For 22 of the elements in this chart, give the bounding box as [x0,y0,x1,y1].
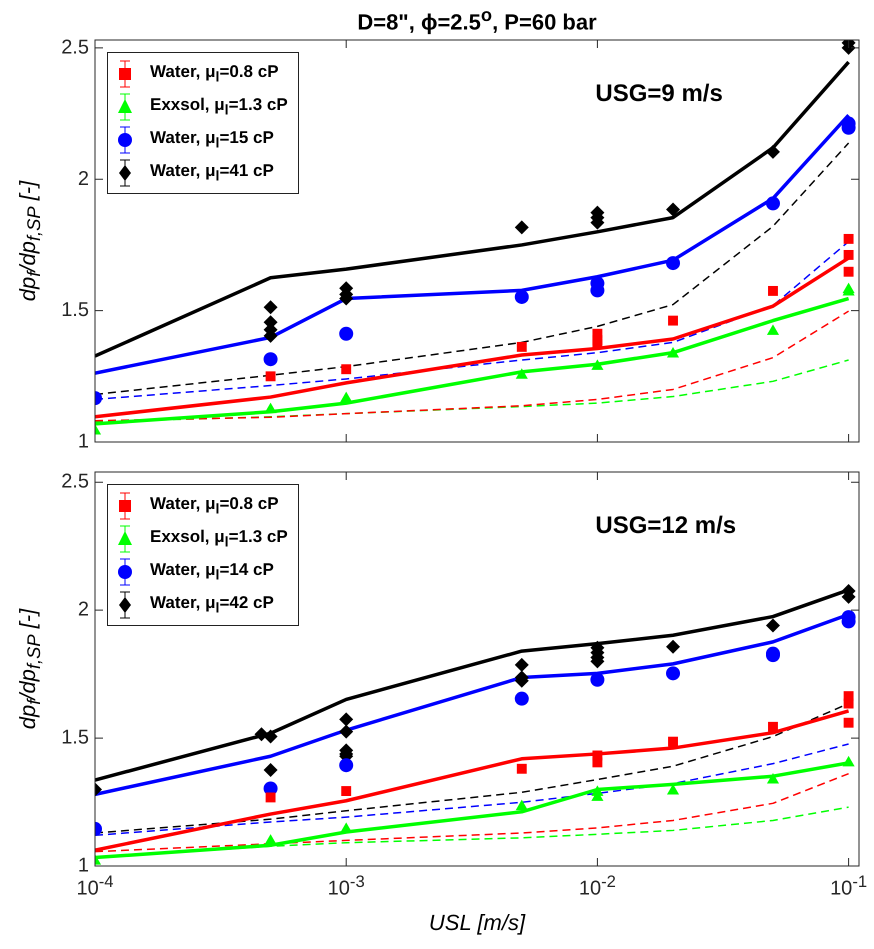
legend-label: Water, μ$_{l}$=15 cP [150,128,274,152]
legend-label: Water, μ$_{l}$=0.8 cP [150,494,279,518]
legend-label: Water, μ$_{l}$=42 cP [150,592,274,616]
y-tick-label: 1.5 [61,726,89,749]
y-tick-label: 1 [78,430,89,453]
y-tick-label: 2.5 [61,36,89,58]
y-tick-label: 2 [78,598,89,621]
y-tick-label: 2.5 [61,470,89,493]
annotation: USG=9 m/s [595,80,723,108]
y-tick-label: 2 [78,168,89,190]
annotation: USG=12 m/s [595,512,736,540]
legend-label: Exxsol, μ$_{l}$=1.3 cP [150,526,288,550]
x-tick-label: 10$^{-3}$ [328,872,365,901]
legend-label: Exxsol, μ$_{l}$=1.3 cP [150,94,288,118]
legend-label: Water, μ$_{l}$=14 cP [150,560,274,584]
legend-label: Water, μ$_{l}$=41 cP [150,160,274,184]
x-tick-label: 10$^{-1}$ [830,872,868,901]
legend-label: Water, μ$_{l}$=0.8 cP [150,62,279,86]
y-tick-label: 1.5 [61,299,89,322]
chart-title: D=8", ϕ=2.5$^{o}$, P=60 bar [357,4,597,36]
x-axis-title: USL [m/s] [428,910,526,936]
x-tick-label: 10$^{-2}$ [578,872,616,901]
